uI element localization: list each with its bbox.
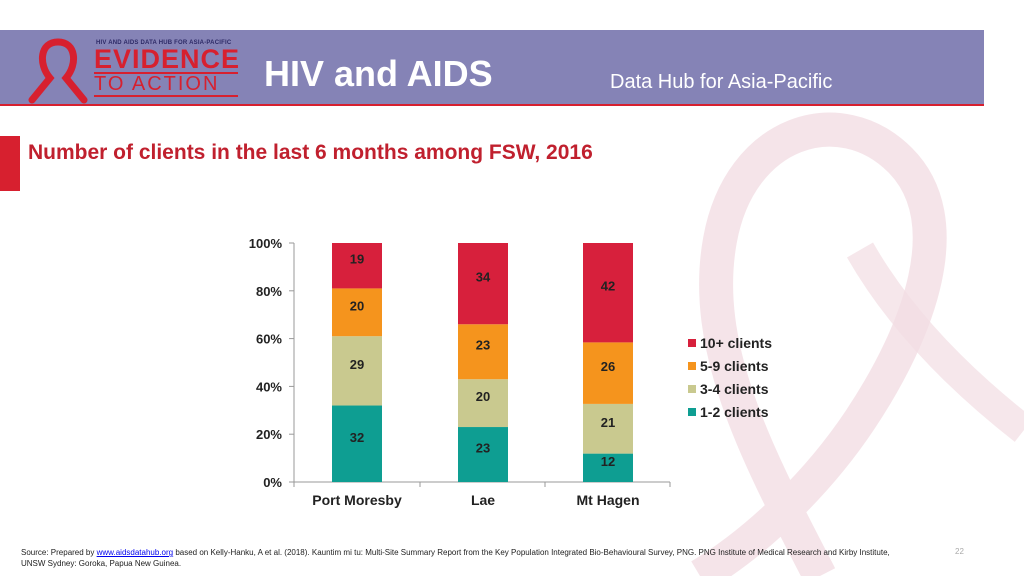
logo-divider xyxy=(94,72,238,74)
y-tick-label: 100% xyxy=(249,236,283,251)
bar-segment xyxy=(583,453,633,482)
legend-swatch xyxy=(688,385,696,393)
source-prefix: Source: Prepared by xyxy=(21,548,97,557)
legend-label: 3-4 clients xyxy=(700,381,769,397)
bar-segment xyxy=(458,379,508,428)
data-label: 21 xyxy=(601,415,615,430)
legend-label: 10+ clients xyxy=(700,335,772,351)
x-tick-label: Port Moresby xyxy=(312,492,402,508)
y-tick-label: 0% xyxy=(263,475,282,490)
x-tick-label: Mt Hagen xyxy=(577,492,640,508)
bar-segment xyxy=(332,288,382,337)
y-tick-label: 40% xyxy=(256,379,282,394)
legend-swatch xyxy=(688,408,696,416)
logo-small-text: HIV AND AIDS DATA HUB FOR ASIA-PACIFIC xyxy=(96,40,232,46)
legend-label: 5-9 clients xyxy=(700,358,769,374)
source-note: Source: Prepared by www.aidsdatahub.org … xyxy=(21,547,901,569)
data-label: 34 xyxy=(476,270,491,285)
source-link[interactable]: www.aidsdatahub.org xyxy=(96,548,174,557)
logo-evidence-text: EVIDENCE xyxy=(94,44,241,74)
bar-segment xyxy=(583,403,633,454)
logo-to-action-text: TO ACTION xyxy=(94,73,220,95)
title-accent-bar xyxy=(0,136,20,191)
bar-segment xyxy=(458,427,508,482)
data-label: 19 xyxy=(350,252,364,267)
data-label: 12 xyxy=(601,454,615,469)
data-label: 29 xyxy=(350,357,364,372)
data-label: 20 xyxy=(350,298,364,313)
bar-segment xyxy=(332,405,382,482)
y-tick-label: 20% xyxy=(256,427,282,442)
data-label: 42 xyxy=(601,279,615,294)
bar-segment xyxy=(332,243,382,289)
header-subtitle: Data Hub for Asia-Pacific xyxy=(610,71,833,93)
y-tick-label: 60% xyxy=(256,332,282,347)
y-tick-label: 80% xyxy=(256,284,282,299)
data-label: 23 xyxy=(476,441,490,456)
header-bar xyxy=(0,30,984,104)
bar-segment xyxy=(332,336,382,406)
x-tick-label: Lae xyxy=(471,492,495,508)
data-label: 23 xyxy=(476,338,490,353)
data-label: 32 xyxy=(350,430,364,445)
page-number: 22 xyxy=(955,547,964,556)
bar-segment xyxy=(583,342,633,404)
header-title: HIV and AIDS xyxy=(264,53,493,94)
data-label: 20 xyxy=(476,389,490,404)
bar-segment xyxy=(458,324,508,380)
legend-label: 1-2 clients xyxy=(700,404,769,420)
evidence-to-action-logo: HIV AND AIDS DATA HUB FOR ASIA-PACIFIC E… xyxy=(18,36,243,104)
data-label: 26 xyxy=(601,359,615,374)
bar-segment xyxy=(583,243,633,343)
header-underline xyxy=(0,104,984,106)
legend-swatch xyxy=(688,362,696,370)
source-text: based on Kelly-Hanku, A et al. (2018). K… xyxy=(21,548,890,568)
logo-divider xyxy=(94,95,238,97)
slide-title: Number of clients in the last 6 months a… xyxy=(28,141,593,164)
legend-swatch xyxy=(688,339,696,347)
bar-segment xyxy=(458,243,508,325)
red-ribbon-icon xyxy=(28,38,88,104)
